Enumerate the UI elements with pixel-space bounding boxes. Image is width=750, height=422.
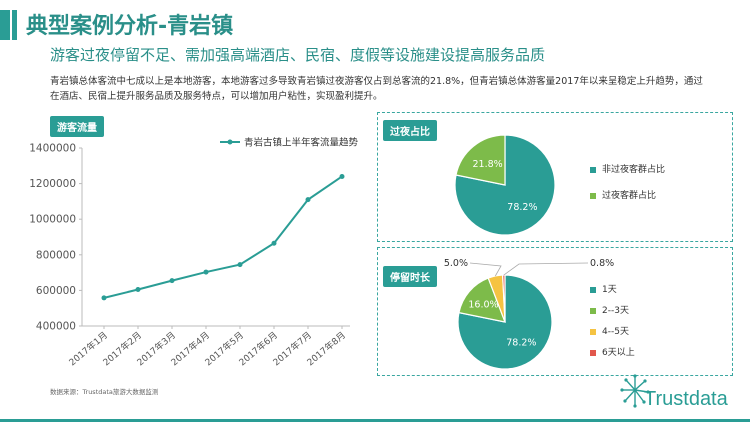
legend-item: 6天以上	[590, 345, 635, 358]
data-point	[169, 278, 175, 284]
y-tick-label: 800000	[36, 249, 76, 261]
legend-item: 1天	[590, 282, 635, 295]
legend-swatch	[590, 192, 596, 199]
overnight-pie-chart: 78.2% 21.8%	[454, 134, 556, 236]
legend-swatch	[590, 349, 596, 356]
data-source: 数据来源：Trustdata旅游大数据监测	[50, 388, 159, 396]
legend-marker	[227, 139, 233, 145]
y-tick-label: 1200000	[29, 178, 76, 190]
legend-label: 过夜客群占比	[602, 191, 657, 201]
y-tick-label: 400000	[36, 321, 76, 333]
stay-pie-chart: 78.2% 16.0% 5.0% 0.8%	[444, 258, 614, 370]
data-point	[237, 262, 243, 268]
trustdata-logo-icon	[620, 374, 650, 408]
page-title: 典型案例分析-青岩镇	[26, 14, 234, 39]
footer-bar	[0, 419, 750, 422]
data-point	[305, 197, 311, 203]
pie-slice	[502, 274, 506, 323]
flow-tag: 游客流量	[50, 116, 104, 137]
overnight-panel	[377, 112, 733, 242]
data-point	[339, 173, 345, 179]
legend-label: 4--5天	[602, 327, 629, 337]
legend-swatch	[590, 328, 596, 335]
pie-value-label: 78.2%	[507, 202, 537, 213]
legend-label: 青岩古镇上半年客流量趋势	[244, 137, 359, 149]
page-subtitle: 游客过夜停留不足、需加强高端酒店、民宿、度假等设施建设提高服务品质	[50, 46, 546, 64]
y-tick-label: 600000	[36, 285, 76, 297]
data-point	[271, 240, 277, 246]
pie-slice	[458, 277, 506, 323]
pie-value-label: 0.8%	[590, 258, 614, 269]
label-leader	[469, 262, 502, 277]
legend-label: 2--3天	[602, 306, 629, 316]
flow-line-chart: 4000006000008000001000000120000014000002…	[29, 137, 359, 369]
legend-swatch	[590, 307, 596, 314]
legend-swatch	[590, 166, 596, 173]
legend-item: 过夜客群占比	[590, 188, 665, 201]
legend-label: 1天	[602, 285, 617, 295]
data-point	[203, 269, 209, 275]
pie-value-label: 16.0%	[468, 299, 498, 310]
title-accent-bar	[0, 10, 10, 40]
legend-label: 6天以上	[602, 348, 635, 358]
pie-value-label: 5.0%	[444, 258, 468, 269]
pie-value-label: 21.8%	[473, 159, 503, 170]
stay-legend: 1天 2--3天 4--5天 6天以上	[590, 282, 635, 366]
data-point	[135, 287, 141, 293]
legend-item: 2--3天	[590, 303, 635, 316]
stay-panel	[377, 247, 733, 376]
y-tick-label: 1000000	[29, 214, 76, 226]
title-accent-bar-thin	[12, 10, 17, 40]
legend-item: 4--5天	[590, 324, 635, 337]
data-point	[101, 295, 107, 301]
pie-slice	[454, 134, 556, 236]
pie-value-label: 78.2%	[506, 338, 536, 349]
label-leader	[503, 262, 589, 276]
legend-item: 非过夜客群占比	[590, 162, 665, 175]
overnight-legend: 非过夜客群占比 过夜客群占比	[590, 162, 665, 214]
description-text: 青岩镇总体客流中七成以上是本地游客，本地游客过多导致青岩镇过夜游客仅占到总客流的…	[50, 76, 703, 102]
pie-slice	[455, 134, 506, 186]
overnight-tag: 过夜占比	[383, 120, 437, 141]
legend-label: 非过夜客群占比	[602, 165, 666, 175]
stay-tag: 停留时长	[383, 266, 437, 287]
series-line	[103, 175, 343, 299]
y-tick-label: 1400000	[29, 143, 76, 155]
legend-swatch	[590, 286, 596, 293]
trustdata-logo: Trustdata	[644, 388, 728, 410]
